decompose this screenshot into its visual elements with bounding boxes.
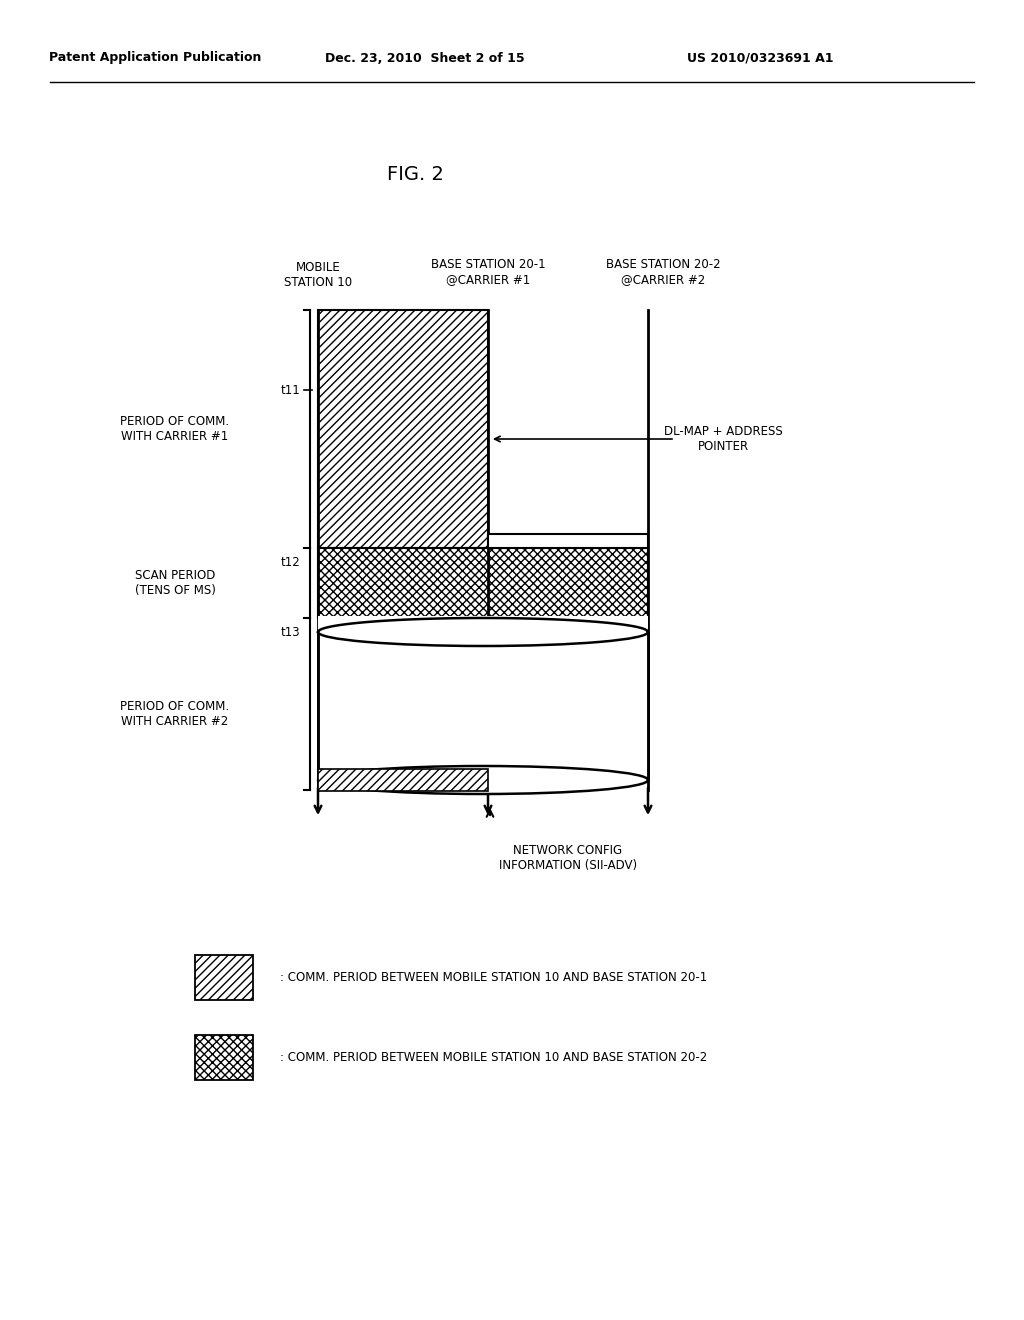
- Text: : COMM. PERIOD BETWEEN MOBILE STATION 10 AND BASE STATION 20-1: : COMM. PERIOD BETWEEN MOBILE STATION 10…: [280, 972, 708, 983]
- Bar: [318, 310, 488, 548]
- Text: PERIOD OF COMM.
WITH CARRIER #2: PERIOD OF COMM. WITH CARRIER #2: [121, 700, 229, 729]
- Bar: [195, 1035, 253, 1080]
- Text: Dec. 23, 2010  Sheet 2 of 15: Dec. 23, 2010 Sheet 2 of 15: [326, 51, 525, 65]
- Text: COMM. SESSION: COMM. SESSION: [558, 536, 643, 546]
- Text: BASE STATION 20-2
@CARRIER #2: BASE STATION 20-2 @CARRIER #2: [605, 257, 720, 286]
- Text: NETWORK CONFIG
INFORMATION (SII-ADV): NETWORK CONFIG INFORMATION (SII-ADV): [499, 843, 637, 873]
- Text: BASE STATION 20-1
@CARRIER #1: BASE STATION 20-1 @CARRIER #1: [431, 257, 546, 286]
- Bar: [318, 616, 648, 631]
- Text: t11: t11: [281, 384, 300, 396]
- Bar: [318, 632, 648, 780]
- Text: FIG. 2: FIG. 2: [387, 165, 443, 185]
- Text: SCAN PERIOD
(TENS OF MS): SCAN PERIOD (TENS OF MS): [134, 569, 215, 597]
- Text: DL-MAP + ADDRESS
POINTER: DL-MAP + ADDRESS POINTER: [664, 425, 782, 453]
- Text: US 2010/0323691 A1: US 2010/0323691 A1: [687, 51, 834, 65]
- Bar: [318, 770, 488, 791]
- Ellipse shape: [318, 766, 648, 795]
- Bar: [318, 548, 648, 618]
- Text: t12: t12: [281, 556, 300, 569]
- Bar: [488, 535, 648, 548]
- Text: t13: t13: [281, 626, 300, 639]
- Text: MOBILE
STATION 10: MOBILE STATION 10: [284, 261, 352, 289]
- Bar: [195, 954, 253, 1001]
- Ellipse shape: [318, 618, 648, 645]
- Text: Patent Application Publication: Patent Application Publication: [49, 51, 261, 65]
- Text: : COMM. PERIOD BETWEEN MOBILE STATION 10 AND BASE STATION 20-2: : COMM. PERIOD BETWEEN MOBILE STATION 10…: [280, 1051, 708, 1064]
- Text: PERIOD OF COMM.
WITH CARRIER #1: PERIOD OF COMM. WITH CARRIER #1: [121, 414, 229, 444]
